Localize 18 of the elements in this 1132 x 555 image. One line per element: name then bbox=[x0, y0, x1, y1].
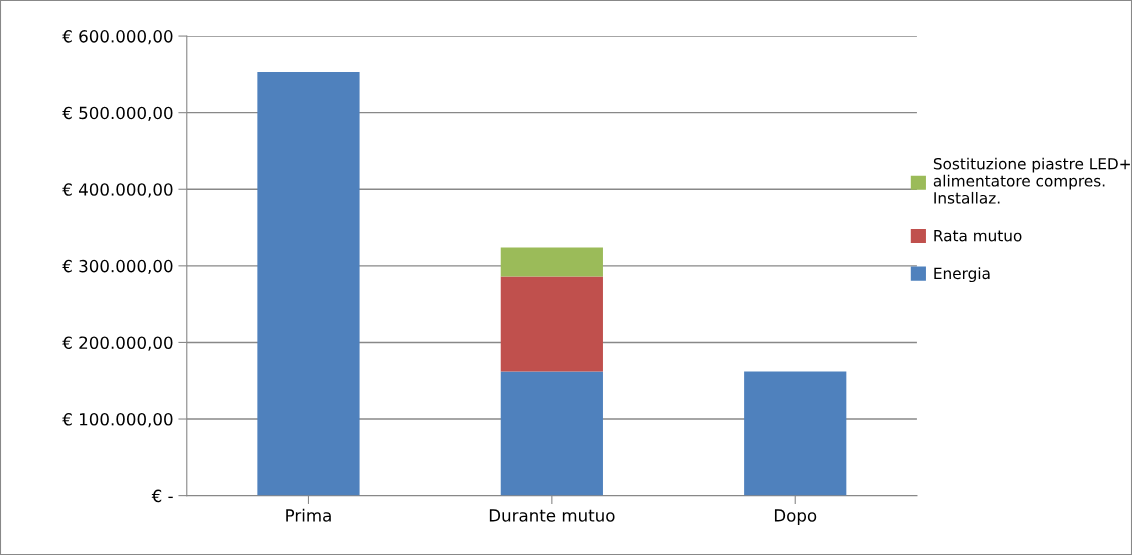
legend-label: Rata mutuo bbox=[934, 230, 1022, 242]
y-tick-label: € 500.000,00 bbox=[62, 106, 173, 121]
legend-label: Sostituzione piastre LED+ alimentatore compres. Installaz. bbox=[933, 157, 1130, 204]
y-tick-label: € 300.000,00 bbox=[62, 259, 173, 275]
bar bbox=[744, 371, 847, 496]
bar bbox=[500, 247, 603, 277]
y-tick-label: € 200.000,00 bbox=[62, 336, 173, 351]
legend-label: Energia bbox=[934, 267, 990, 283]
y-tick-label: € - bbox=[151, 489, 173, 503]
bar bbox=[500, 276, 603, 372]
bar bbox=[500, 371, 603, 496]
bar bbox=[257, 72, 360, 496]
y-tick-label: € 400.000,00 bbox=[62, 183, 173, 198]
y-tick-label: € 600.000,00 bbox=[62, 30, 173, 45]
x-tick-label: Prima bbox=[286, 508, 331, 522]
y-tick-label: € 100.000,00 bbox=[62, 412, 173, 428]
x-tick-label: Durante mutuo bbox=[489, 509, 615, 522]
x-tick-label: Dopo bbox=[774, 509, 817, 525]
